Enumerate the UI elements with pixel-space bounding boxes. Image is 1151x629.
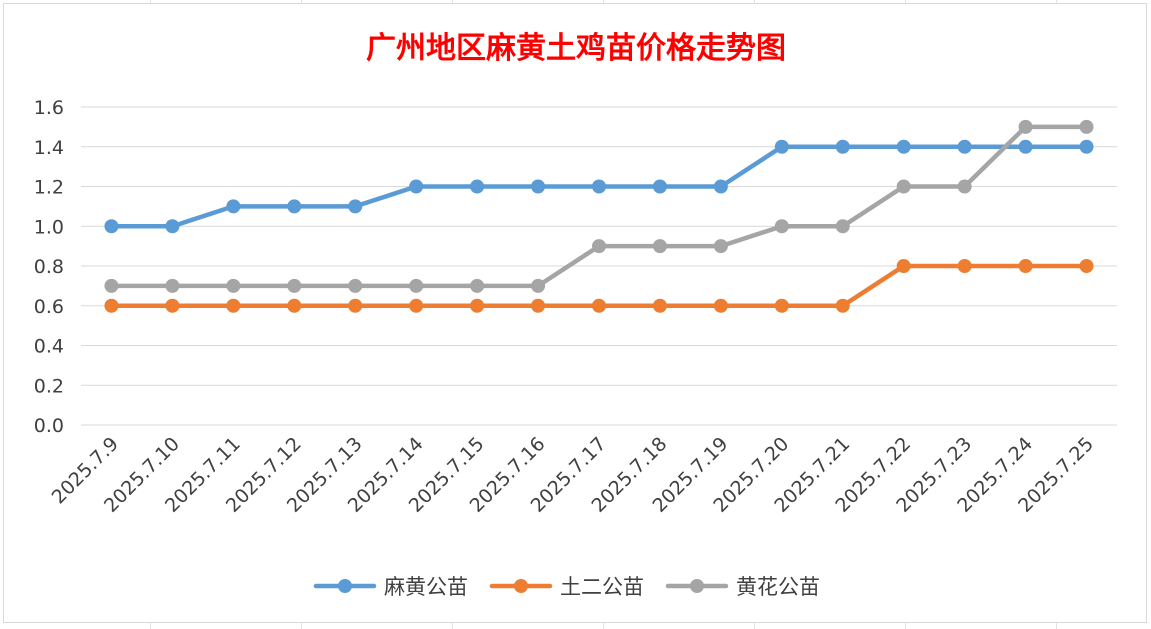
data-point	[1018, 259, 1033, 273]
data-point	[957, 139, 972, 154]
data-point	[165, 219, 180, 234]
data-point	[652, 179, 667, 194]
data-point	[104, 219, 119, 234]
legend-marker	[514, 579, 528, 593]
data-point	[348, 278, 363, 293]
data-point	[287, 298, 302, 313]
y-tick-label: 0.6	[34, 296, 64, 318]
data-point	[774, 139, 789, 154]
chart-frame[interactable]: 广州地区麻黄土鸡苗价格走势图 0.0 0.2 0.4 0.6 0.8 1.0 1.2 1.4 1…	[3, 3, 1147, 623]
data-point	[774, 298, 789, 313]
data-point	[652, 239, 667, 254]
data-point	[713, 298, 728, 313]
legend-marker	[338, 579, 352, 593]
series	[104, 259, 1094, 313]
y-tick-label: 0.0	[34, 415, 64, 437]
legend-item: 土二公苗	[489, 575, 644, 599]
line-chart: 广州地区麻黄土鸡苗价格走势图 0.0 0.2 0.4 0.6 0.8 1.0 1.2 1.4 1…	[34, 31, 1117, 599]
data-point	[835, 219, 850, 234]
y-tick-label: 0.4	[34, 336, 64, 358]
series	[104, 139, 1094, 234]
data-point	[896, 179, 911, 194]
data-point	[592, 298, 606, 313]
data-point	[774, 219, 789, 234]
data-point	[652, 298, 667, 313]
data-point	[287, 278, 302, 293]
data-point	[531, 179, 546, 194]
y-tick-label: 1.2	[34, 177, 64, 199]
data-point	[592, 179, 606, 194]
data-point	[835, 298, 850, 313]
legend-label: 麻黄公苗	[384, 575, 468, 599]
data-point	[226, 199, 241, 214]
data-point	[713, 239, 728, 254]
data-point	[1079, 119, 1094, 134]
y-axis-ticks: 0.0 0.2 0.4 0.6 0.8 1.0 1.2 1.4 1.6	[34, 97, 64, 437]
series-lines	[104, 119, 1094, 313]
data-point	[226, 298, 241, 313]
legend-item: 黄花公苗	[665, 575, 820, 599]
data-point	[957, 259, 972, 273]
legend-marker	[690, 579, 704, 593]
data-point	[957, 179, 972, 194]
data-point	[409, 298, 424, 313]
data-point	[1079, 139, 1094, 154]
x-axis-ticks: 2025.7.92025.7.102025.7.112025.7.122025.…	[48, 433, 1098, 517]
data-point	[348, 199, 363, 214]
data-point	[835, 139, 850, 154]
data-point	[409, 179, 424, 194]
data-point	[409, 278, 424, 293]
data-point	[592, 239, 606, 254]
data-point	[470, 278, 485, 293]
data-point	[287, 199, 302, 214]
chart-title: 广州地区麻黄土鸡苗价格走势图	[366, 31, 786, 66]
data-point	[165, 278, 180, 293]
data-point	[104, 298, 119, 313]
data-point	[348, 298, 363, 313]
y-tick-label: 1.0	[34, 216, 64, 238]
data-point	[1018, 119, 1033, 134]
legend-label: 土二公苗	[560, 575, 644, 599]
data-point	[104, 278, 119, 293]
y-tick-label: 0.8	[34, 256, 64, 278]
data-point	[531, 298, 546, 313]
series	[104, 119, 1094, 293]
data-point	[226, 278, 241, 293]
data-point	[713, 179, 728, 194]
data-point	[531, 278, 546, 293]
y-tick-label: 1.4	[34, 137, 64, 159]
data-point	[470, 298, 485, 313]
legend: 麻黄公苗 土二公苗 黄花公苗	[313, 575, 820, 599]
data-point	[165, 298, 180, 313]
data-point	[470, 179, 485, 194]
legend-item: 麻黄公苗	[313, 575, 468, 599]
data-point	[896, 259, 911, 273]
legend-label: 黄花公苗	[736, 575, 820, 599]
data-point	[896, 139, 911, 154]
data-point	[1018, 139, 1033, 154]
y-tick-label: 0.2	[34, 375, 64, 397]
y-tick-label: 1.6	[34, 97, 64, 119]
data-point	[1079, 259, 1094, 273]
